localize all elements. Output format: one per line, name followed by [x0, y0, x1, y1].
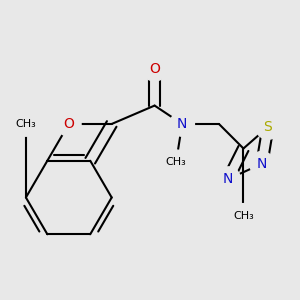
Text: N: N	[257, 157, 267, 171]
Text: CH₃: CH₃	[166, 157, 186, 167]
Text: N: N	[223, 172, 233, 186]
Text: O: O	[63, 117, 74, 131]
Circle shape	[170, 112, 194, 136]
Text: S: S	[264, 120, 272, 134]
Text: N: N	[177, 117, 188, 131]
Circle shape	[216, 167, 240, 191]
Circle shape	[142, 56, 167, 81]
Circle shape	[256, 115, 280, 139]
Circle shape	[56, 112, 81, 136]
Text: O: O	[149, 62, 160, 76]
Text: CH₃: CH₃	[16, 119, 36, 129]
Circle shape	[164, 150, 188, 175]
Text: CH₃: CH₃	[233, 211, 254, 221]
Circle shape	[250, 152, 274, 176]
Circle shape	[231, 204, 256, 228]
Circle shape	[14, 112, 38, 136]
